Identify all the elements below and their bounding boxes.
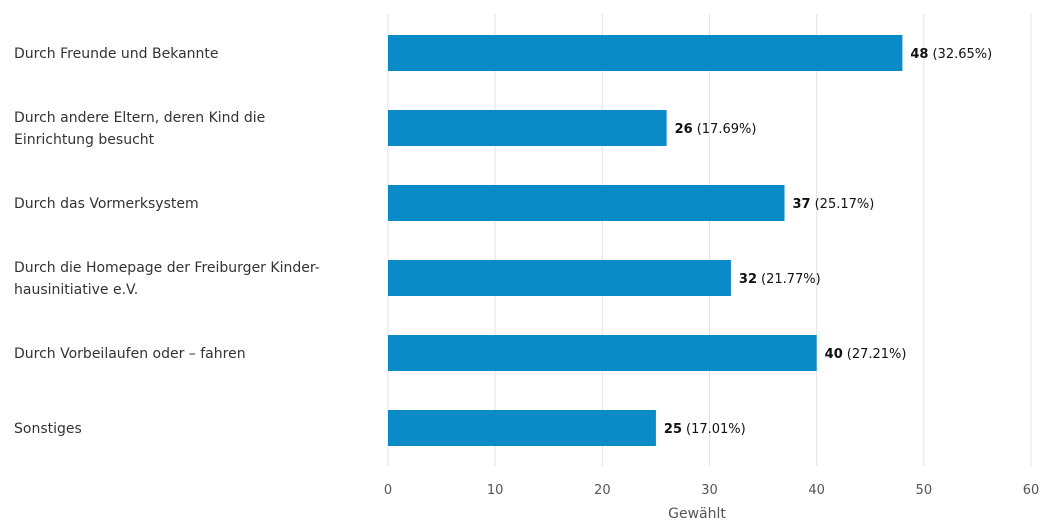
value-count: 48 [910, 47, 928, 62]
category-label: Sonstiges [14, 421, 82, 437]
x-tick-label: 30 [701, 483, 718, 498]
bar [388, 260, 731, 296]
value-percent: (25.17%) [815, 197, 875, 212]
bars [388, 35, 903, 446]
x-tick-label: 0 [384, 483, 392, 498]
value-percent: (17.01%) [686, 422, 746, 437]
category-label: Durch die Homepage der Freiburger Kinder… [14, 260, 320, 276]
x-tick-label: 20 [594, 483, 611, 498]
value-label: 48 (32.65%) [910, 47, 992, 62]
category-label: Durch Freunde und Bekannte [14, 46, 219, 62]
value-count: 26 [675, 122, 693, 137]
value-count: 40 [825, 347, 843, 362]
bar [388, 110, 667, 146]
value-label: 37 (25.17%) [793, 197, 875, 212]
x-tick-label: 40 [808, 483, 825, 498]
category-label: Durch andere Eltern, deren Kind die [14, 110, 265, 126]
value-label: 25 (17.01%) [664, 422, 746, 437]
value-label: 32 (21.77%) [739, 272, 821, 287]
value-percent: (32.65%) [932, 47, 992, 62]
bar [388, 410, 656, 446]
x-tick-label: 60 [1023, 483, 1040, 498]
value-count: 32 [739, 272, 757, 287]
bar [388, 335, 817, 371]
value-count: 25 [664, 422, 682, 437]
bar [388, 185, 785, 221]
bar [388, 35, 903, 71]
value-label: 26 (17.69%) [675, 122, 757, 137]
value-percent: (27.21%) [847, 347, 907, 362]
x-tick-label: 50 [916, 483, 933, 498]
category-label: Durch das Vormerksystem [14, 196, 199, 212]
grid-lines [387, 14, 1032, 466]
x-tick-labels: 0 10 20 30 40 50 60 [384, 483, 1039, 498]
value-percent: (17.69%) [697, 122, 757, 137]
category-label: Einrichtung besucht [14, 132, 155, 148]
x-tick-label: 10 [487, 483, 504, 498]
value-percent: (21.77%) [761, 272, 821, 287]
value-label: 40 (27.21%) [825, 347, 907, 362]
value-count: 37 [793, 197, 811, 212]
category-label: hausinitiative e.V. [14, 282, 138, 298]
category-label: Durch Vorbeilaufen oder – fahren [14, 346, 246, 362]
category-labels: Durch Freunde und Bekannte Durch andere E… [14, 46, 320, 437]
x-axis-label: Gewählt [668, 506, 726, 522]
value-labels: 48 (32.65%) 26 (17.69%) 37 (25.17%) 32 (21.77%)… [664, 47, 992, 437]
